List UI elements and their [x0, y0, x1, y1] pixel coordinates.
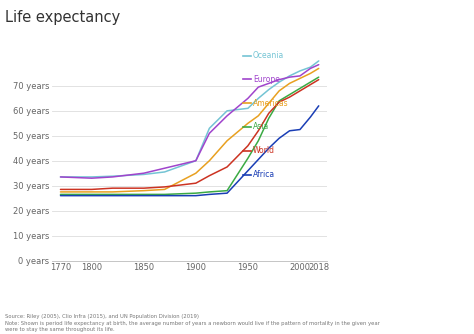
Text: Asia: Asia — [253, 123, 269, 132]
Text: Our World
in Data: Our World in Data — [412, 16, 453, 29]
Text: Oceania: Oceania — [253, 51, 284, 60]
Text: Americas: Americas — [253, 99, 289, 108]
Text: World: World — [253, 146, 275, 155]
Text: Europe: Europe — [253, 75, 280, 84]
Text: Source: Riley (2005), Clio Infra (2015), and UN Population Division (2019)
Note:: Source: Riley (2005), Clio Infra (2015),… — [5, 314, 380, 332]
Text: Life expectancy: Life expectancy — [5, 10, 120, 25]
Text: Africa: Africa — [253, 170, 275, 179]
